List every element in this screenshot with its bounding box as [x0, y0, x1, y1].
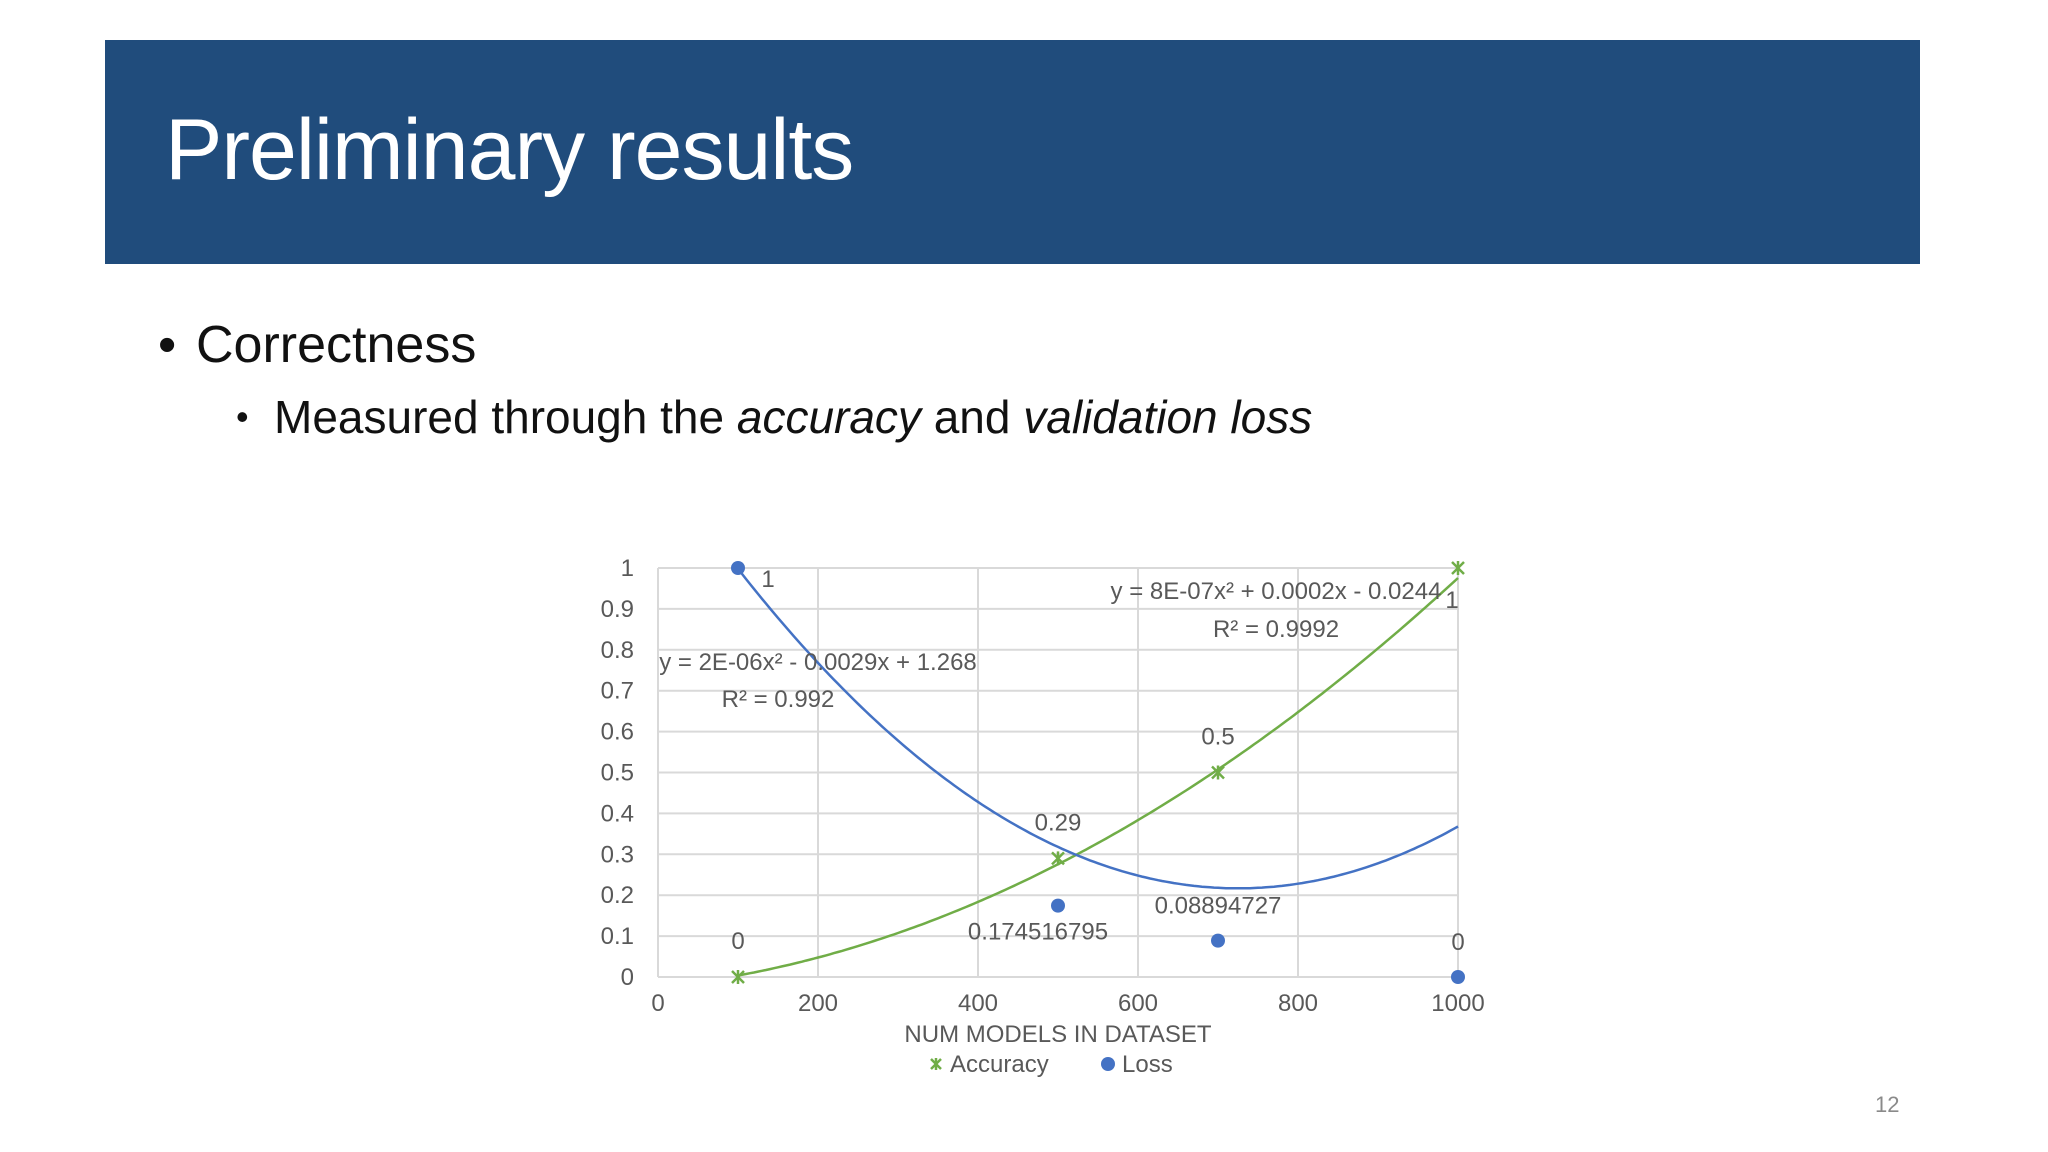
accuracy-point: [1451, 561, 1465, 575]
y-tick-label: 0.5: [601, 760, 634, 787]
bullet-dot: •: [158, 316, 177, 374]
y-tick-label: 1: [621, 555, 634, 582]
bullet-measured: • Measured through the accuracy and valid…: [236, 385, 1312, 449]
x-tick-label: 400: [958, 990, 998, 1017]
title-bar: Preliminary results: [105, 40, 1920, 264]
bullet-dot: •: [236, 396, 249, 437]
x-tick-label: 800: [1278, 990, 1318, 1017]
legend-loss-label: Loss: [1122, 1051, 1173, 1078]
bullet-correctness: • Correctness: [158, 310, 476, 380]
y-tick-label: 0.6: [601, 719, 634, 746]
y-tick-label: 0.3: [601, 841, 634, 868]
trendline-loss: [737, 568, 1459, 890]
loss-point: [1211, 933, 1225, 948]
accuracy-point: [1051, 851, 1065, 866]
x-tick-label: 1000: [1431, 990, 1484, 1017]
chart-svg: 0 0.1 0.2 0.3 0.4 0.5 0.6 0.7 0.8 0.9 1 0 200 400 600 8…: [601, 555, 1485, 1078]
loss-trendline-r2: R² = 0.992: [722, 686, 835, 713]
loss-point: [1451, 970, 1465, 984]
accuracy-trendline-r2: R² = 0.9992: [1213, 616, 1339, 643]
trendline-accuracy: [737, 577, 1459, 977]
x-tick-label: 600: [1118, 990, 1158, 1017]
loss-trendline-equation: y = 2E-06x² - 0.0029x + 1.268: [659, 649, 977, 676]
slide-title: Preliminary results: [165, 102, 854, 198]
chart: 0 0.1 0.2 0.3 0.4 0.5 0.6 0.7 0.8 0.9 1 0 200 400 600 8…: [560, 540, 1500, 1080]
page-number: 12: [1875, 1092, 1900, 1117]
bullet-measured-text-2: and: [920, 391, 1024, 443]
y-tick-label: 0.8: [601, 637, 634, 664]
y-tick-label: 0: [621, 964, 634, 991]
x-tick-label: 200: [798, 990, 838, 1017]
accuracy-data-label: 0.5: [1201, 724, 1234, 751]
legend-accuracy-label: Accuracy: [950, 1051, 1049, 1078]
loss-data-label: 0.08894727: [1155, 893, 1282, 920]
bullet-correctness-text: Correctness: [196, 316, 477, 374]
loss-data-label: 1: [761, 566, 774, 593]
loss-data-label: 0.174516795: [968, 919, 1108, 946]
accuracy-point: [731, 970, 745, 984]
accuracy-data-label: 0: [731, 928, 744, 955]
loss-point: [1051, 898, 1065, 913]
loss-point: [731, 561, 745, 575]
accuracy-trendline-equation: y = 8E-07x² + 0.0002x - 0.0244: [1111, 578, 1442, 605]
bullet-measured-text-1: Measured through the: [274, 391, 737, 443]
accuracy-data-label: 1: [1445, 587, 1458, 614]
bullet-measured-accuracy: accuracy: [736, 391, 921, 443]
bullet-measured-validation-loss: validation loss: [1023, 391, 1313, 443]
y-tick-label: 0.1: [601, 923, 634, 950]
loss-data-label: 0: [1451, 929, 1464, 956]
y-tick-label: 0.9: [601, 596, 634, 623]
legend-loss-marker: [1101, 1057, 1115, 1071]
x-axis-label: NUM MODELS IN DATASET: [904, 1021, 1211, 1048]
x-tick-label: 0: [651, 990, 664, 1017]
y-tick-label: 0.4: [601, 800, 634, 827]
accuracy-data-label: 0.29: [1035, 809, 1082, 836]
legend-accuracy-marker: [930, 1058, 942, 1070]
y-tick-label: 0.2: [601, 882, 634, 909]
y-tick-label: 0.7: [601, 678, 634, 705]
accuracy-point: [1211, 765, 1225, 780]
